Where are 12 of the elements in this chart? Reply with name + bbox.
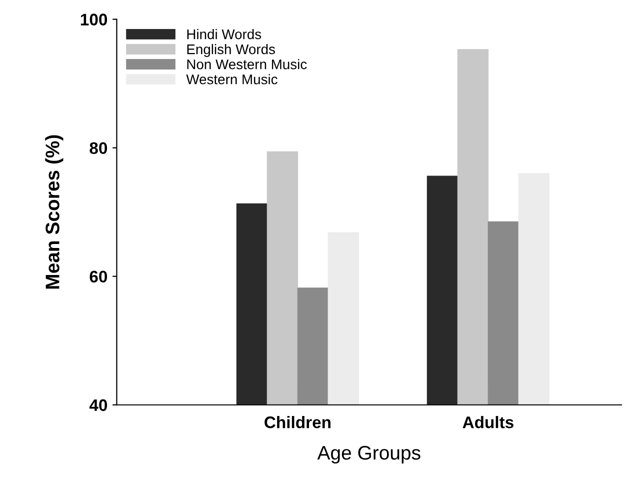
legend-label: Hindi Words <box>187 29 262 40</box>
legend-label: Non Western Music <box>187 59 307 70</box>
x-axis-title: Age Groups <box>317 446 420 464</box>
legend-label: Western Music <box>186 74 278 84</box>
x-tick-label: Children <box>264 416 330 428</box>
y-tick-label: 80 <box>90 142 108 154</box>
legend-label: English Words <box>187 44 275 57</box>
y-axis-title: Mean Scores (%) <box>45 135 64 289</box>
y-tick-label: 100 <box>80 14 108 26</box>
x-tick-label: Adults <box>462 416 514 428</box>
y-tick-label: 60 <box>90 270 108 283</box>
y-tick-label: 40 <box>89 399 108 412</box>
